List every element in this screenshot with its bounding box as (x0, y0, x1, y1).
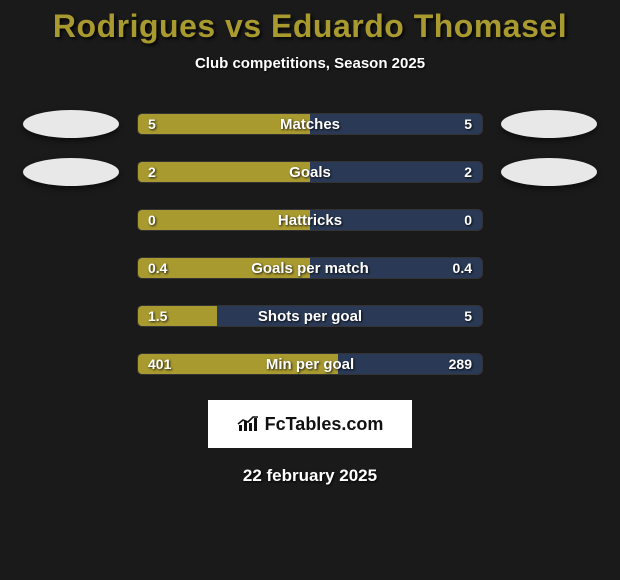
stat-value-left: 5 (148, 114, 156, 134)
logo-box: FcTables.com (208, 400, 412, 448)
stat-row: 1.55Shots per goal (0, 304, 620, 328)
stat-row: 0.40.4Goals per match (0, 256, 620, 280)
logo-text: FcTables.com (265, 414, 384, 435)
stat-value-left: 0 (148, 210, 156, 230)
stat-bar: 55Matches (137, 113, 483, 135)
stat-value-right: 0.4 (453, 258, 472, 278)
bar-fill-left (138, 162, 310, 182)
player-left-avatar (23, 110, 119, 138)
player-left-avatar (23, 158, 119, 186)
stat-value-left: 2 (148, 162, 156, 182)
player-right-avatar (501, 158, 597, 186)
stat-bar: 00Hattricks (137, 209, 483, 231)
stat-row: 55Matches (0, 112, 620, 136)
page-subtitle: Club competitions, Season 2025 (0, 55, 620, 72)
stat-value-right: 2 (464, 162, 472, 182)
stat-value-left: 401 (148, 354, 171, 374)
player-right-avatar (501, 110, 597, 138)
bar-fill-right (310, 162, 482, 182)
stat-row: 401289Min per goal (0, 352, 620, 376)
stat-value-right: 5 (464, 114, 472, 134)
stat-bar: 22Goals (137, 161, 483, 183)
stat-value-right: 5 (464, 306, 472, 326)
stat-value-right: 0 (464, 210, 472, 230)
bar-fill-left (138, 210, 310, 230)
chart-icon (237, 415, 259, 433)
stat-rows: 55Matches22Goals00Hattricks0.40.4Goals p… (0, 112, 620, 376)
stat-bar: 0.40.4Goals per match (137, 257, 483, 279)
stat-value-right: 289 (449, 354, 472, 374)
bar-fill-right (310, 210, 482, 230)
date-text: 22 february 2025 (0, 466, 620, 486)
bar-fill-right (310, 114, 482, 134)
stat-value-left: 0.4 (148, 258, 167, 278)
stat-value-left: 1.5 (148, 306, 167, 326)
bar-fill-left (138, 114, 310, 134)
bar-fill-right (217, 306, 482, 326)
stat-bar: 401289Min per goal (137, 353, 483, 375)
stat-row: 22Goals (0, 160, 620, 184)
stat-bar: 1.55Shots per goal (137, 305, 483, 327)
page-title: Rodrigues vs Eduardo Thomasel (0, 0, 620, 45)
stat-row: 00Hattricks (0, 208, 620, 232)
